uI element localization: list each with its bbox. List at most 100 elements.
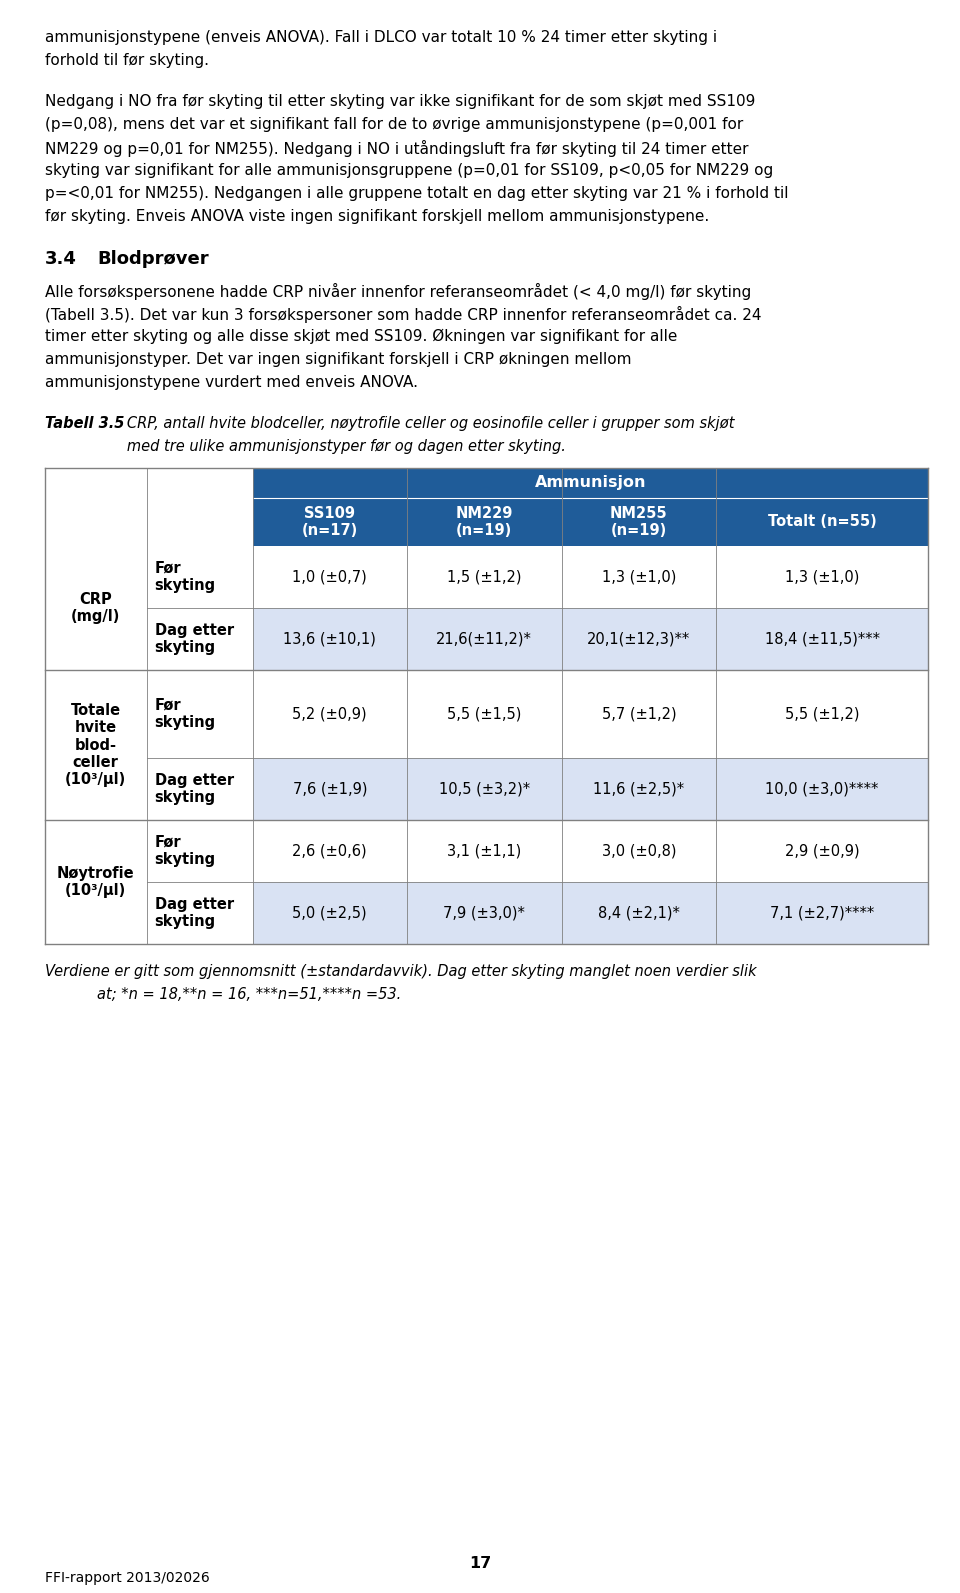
Text: 5,5 (±1,5): 5,5 (±1,5) xyxy=(447,707,521,722)
Bar xyxy=(716,883,928,945)
Text: 1,5 (±1,2): 1,5 (±1,2) xyxy=(447,570,521,585)
Text: 21,6(±11,2)*: 21,6(±11,2)* xyxy=(437,631,532,647)
Bar xyxy=(45,546,147,671)
Bar xyxy=(147,499,252,546)
Bar xyxy=(252,546,407,609)
Text: FFI-rapport 2013/02026: FFI-rapport 2013/02026 xyxy=(45,1571,209,1585)
Text: 3.4: 3.4 xyxy=(45,250,77,268)
Bar xyxy=(716,671,928,758)
Text: Verdiene er gitt som gjennomsnitt (±standardavvik). Dag etter skyting manglet no: Verdiene er gitt som gjennomsnitt (±stan… xyxy=(45,964,756,980)
Bar xyxy=(407,758,562,820)
Bar xyxy=(562,671,716,758)
Bar xyxy=(562,758,716,820)
Bar xyxy=(716,758,928,820)
Bar xyxy=(562,883,716,945)
Text: 10,5 (±3,2)*: 10,5 (±3,2)* xyxy=(439,782,530,796)
Text: 13,6 (±10,1): 13,6 (±10,1) xyxy=(283,631,376,647)
Text: (p=0,08), mens det var et signifikant fall for de to øvrige ammunisjonstypene (p: (p=0,08), mens det var et signifikant fa… xyxy=(45,116,743,132)
Text: 18,4 (±11,5)***: 18,4 (±11,5)*** xyxy=(764,631,879,647)
Text: ammunisjonstypene (enveis ANOVA). Fall i DLCO var totalt 10 % 24 timer etter sky: ammunisjonstypene (enveis ANOVA). Fall i… xyxy=(45,30,717,45)
Bar xyxy=(562,499,716,546)
Text: 1,3 (±1,0): 1,3 (±1,0) xyxy=(602,570,676,585)
Text: 1,3 (±1,0): 1,3 (±1,0) xyxy=(785,570,859,585)
Text: NM229
(n=19): NM229 (n=19) xyxy=(456,507,513,538)
Text: Alle forsøkspersonene hadde CRP nivåer innenfor referanseområdet (< 4,0 mg/l) fø: Alle forsøkspersonene hadde CRP nivåer i… xyxy=(45,284,752,299)
Text: skyting var signifikant for alle ammunisjonsgruppene (p=0,01 for SS109, p<0,05 f: skyting var signifikant for alle ammunis… xyxy=(45,162,773,178)
Text: SS109
(n=17): SS109 (n=17) xyxy=(301,507,358,538)
Text: før skyting. Enveis ANOVA viste ingen signifikant forskjell mellom ammunisjonsty: før skyting. Enveis ANOVA viste ingen si… xyxy=(45,209,709,225)
Text: CRP
(mg/l): CRP (mg/l) xyxy=(71,593,120,624)
Bar xyxy=(252,468,928,499)
Bar xyxy=(407,820,562,883)
Bar xyxy=(147,609,252,671)
Text: 7,9 (±3,0)*: 7,9 (±3,0)* xyxy=(444,905,525,921)
Text: timer etter skyting og alle disse skjøt med SS109. Økningen var signifikant for : timer etter skyting og alle disse skjøt … xyxy=(45,330,678,344)
Text: Dag etter
skyting: Dag etter skyting xyxy=(155,623,233,655)
Text: NM255
(n=19): NM255 (n=19) xyxy=(610,507,667,538)
Bar xyxy=(716,546,928,609)
Text: med tre ulike ammunisjonstyper før og dagen etter skyting.: med tre ulike ammunisjonstyper før og da… xyxy=(113,440,565,454)
Bar xyxy=(407,883,562,945)
Text: 1,0 (±0,7): 1,0 (±0,7) xyxy=(293,570,367,585)
Bar xyxy=(562,820,716,883)
Text: 7,1 (±2,7)****: 7,1 (±2,7)**** xyxy=(770,905,875,921)
Bar xyxy=(716,499,928,546)
Text: Ammunisjon: Ammunisjon xyxy=(535,475,646,491)
Bar xyxy=(147,671,252,758)
Bar xyxy=(147,820,252,883)
Bar xyxy=(147,758,252,820)
Bar xyxy=(407,499,562,546)
Bar xyxy=(45,468,252,499)
Text: Totale
hvite
blod-
celler
(10³/μl): Totale hvite blod- celler (10³/μl) xyxy=(65,703,127,787)
Text: 2,9 (±0,9): 2,9 (±0,9) xyxy=(784,844,859,859)
Bar xyxy=(407,609,562,671)
Text: 3,0 (±0,8): 3,0 (±0,8) xyxy=(602,844,676,859)
Text: Dag etter
skyting: Dag etter skyting xyxy=(155,897,233,929)
Text: 8,4 (±2,1)*: 8,4 (±2,1)* xyxy=(598,905,680,921)
Text: 7,6 (±1,9): 7,6 (±1,9) xyxy=(293,782,367,796)
Text: 10,0 (±3,0)****: 10,0 (±3,0)**** xyxy=(765,782,878,796)
Text: ammunisjonstyper. Det var ingen signifikant forskjell i CRP økningen mellom: ammunisjonstyper. Det var ingen signifik… xyxy=(45,352,632,366)
Text: forhold til før skyting.: forhold til før skyting. xyxy=(45,53,209,68)
Bar xyxy=(252,758,407,820)
Text: 20,1(±12,3)**: 20,1(±12,3)** xyxy=(588,631,690,647)
Text: CRP, antall hvite blodceller, nøytrofile celler og eosinofile celler i grupper s: CRP, antall hvite blodceller, nøytrofile… xyxy=(113,416,734,432)
Text: 5,7 (±1,2): 5,7 (±1,2) xyxy=(602,707,676,722)
Text: Tabell 3.5: Tabell 3.5 xyxy=(45,416,125,432)
Text: at; *n = 18,**n = 16, ***n=51,****n =53.: at; *n = 18,**n = 16, ***n=51,****n =53. xyxy=(97,988,401,1002)
Bar xyxy=(147,546,252,609)
Bar xyxy=(147,883,252,945)
Text: Nøytrofie
(10³/μl): Nøytrofie (10³/μl) xyxy=(57,867,134,898)
Bar xyxy=(407,546,562,609)
Text: 11,6 (±2,5)*: 11,6 (±2,5)* xyxy=(593,782,684,796)
Text: 3,1 (±1,1): 3,1 (±1,1) xyxy=(447,844,521,859)
Bar xyxy=(252,671,407,758)
Text: (Tabell 3.5). Det var kun 3 forsøkspersoner som hadde CRP innenfor referanseområ: (Tabell 3.5). Det var kun 3 forsøksperso… xyxy=(45,306,761,323)
Bar xyxy=(252,820,407,883)
Bar xyxy=(252,499,407,546)
Text: Nedgang i NO fra før skyting til etter skyting var ikke signifikant for de som s: Nedgang i NO fra før skyting til etter s… xyxy=(45,94,756,108)
Bar xyxy=(716,820,928,883)
Text: Totalt (n=55): Totalt (n=55) xyxy=(768,515,876,529)
Text: Blodprøver: Blodprøver xyxy=(97,250,208,268)
Text: NM229 og p=0,01 for NM255). Nedgang i NO i utåndingsluft fra før skyting til 24 : NM229 og p=0,01 for NM255). Nedgang i NO… xyxy=(45,140,749,158)
Bar xyxy=(45,671,147,820)
Text: Dag etter
skyting: Dag etter skyting xyxy=(155,773,233,804)
Text: 17: 17 xyxy=(468,1556,492,1571)
Text: Før
skyting: Før skyting xyxy=(155,561,216,593)
Text: 5,5 (±1,2): 5,5 (±1,2) xyxy=(784,707,859,722)
Text: Før
skyting: Før skyting xyxy=(155,835,216,867)
Bar xyxy=(407,671,562,758)
Bar xyxy=(562,609,716,671)
Text: 2,6 (±0,6): 2,6 (±0,6) xyxy=(293,844,367,859)
Text: ammunisjonstypene vurdert med enveis ANOVA.: ammunisjonstypene vurdert med enveis ANO… xyxy=(45,374,418,390)
Text: Før
skyting: Før skyting xyxy=(155,698,216,730)
Text: 5,2 (±0,9): 5,2 (±0,9) xyxy=(293,707,367,722)
Bar xyxy=(45,499,147,546)
Bar xyxy=(252,609,407,671)
Text: p=<0,01 for NM255). Nedgangen i alle gruppene totalt en dag etter skyting var 21: p=<0,01 for NM255). Nedgangen i alle gru… xyxy=(45,186,788,201)
Bar xyxy=(45,820,147,945)
Bar xyxy=(252,883,407,945)
Bar xyxy=(562,546,716,609)
Bar xyxy=(716,609,928,671)
